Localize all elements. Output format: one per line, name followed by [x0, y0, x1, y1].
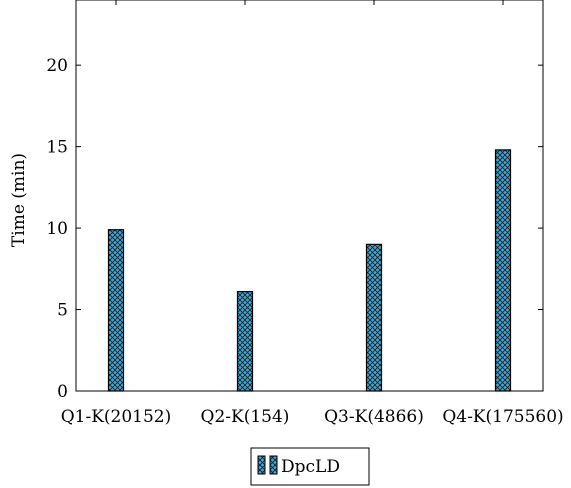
legend-swatch-right [269, 455, 278, 475]
y-tick-label: 0 [57, 382, 68, 402]
legend-swatch-left [257, 455, 266, 475]
x-tick-label: Q4-K(175560) [442, 407, 563, 427]
axis-frame [75, 0, 544, 392]
x-tick-label: Q3-K(4866) [324, 407, 424, 427]
x-tick-label: Q1-K(20152) [61, 407, 172, 427]
bar-2 [236, 291, 254, 392]
y-axis-title: Time (min) [9, 153, 29, 247]
bar-3 [365, 243, 383, 392]
y-tick-label: 20 [46, 56, 68, 76]
legend-box [250, 447, 370, 486]
y-tick-label: 5 [57, 301, 68, 321]
plot-area: 0 5 10 15 20 Q1-K(20152) Q2-K(154) Q3-K(4866) Q4… [46, 0, 564, 427]
legend: DpcLD [250, 447, 370, 486]
x-tick-label: Q2-K(154) [201, 407, 290, 427]
bar-4 [494, 149, 512, 392]
y-tick-label: 15 [46, 138, 68, 158]
legend-label: DpcLD [281, 457, 340, 477]
bar-1 [107, 229, 125, 392]
y-tick-label: 10 [46, 219, 68, 239]
